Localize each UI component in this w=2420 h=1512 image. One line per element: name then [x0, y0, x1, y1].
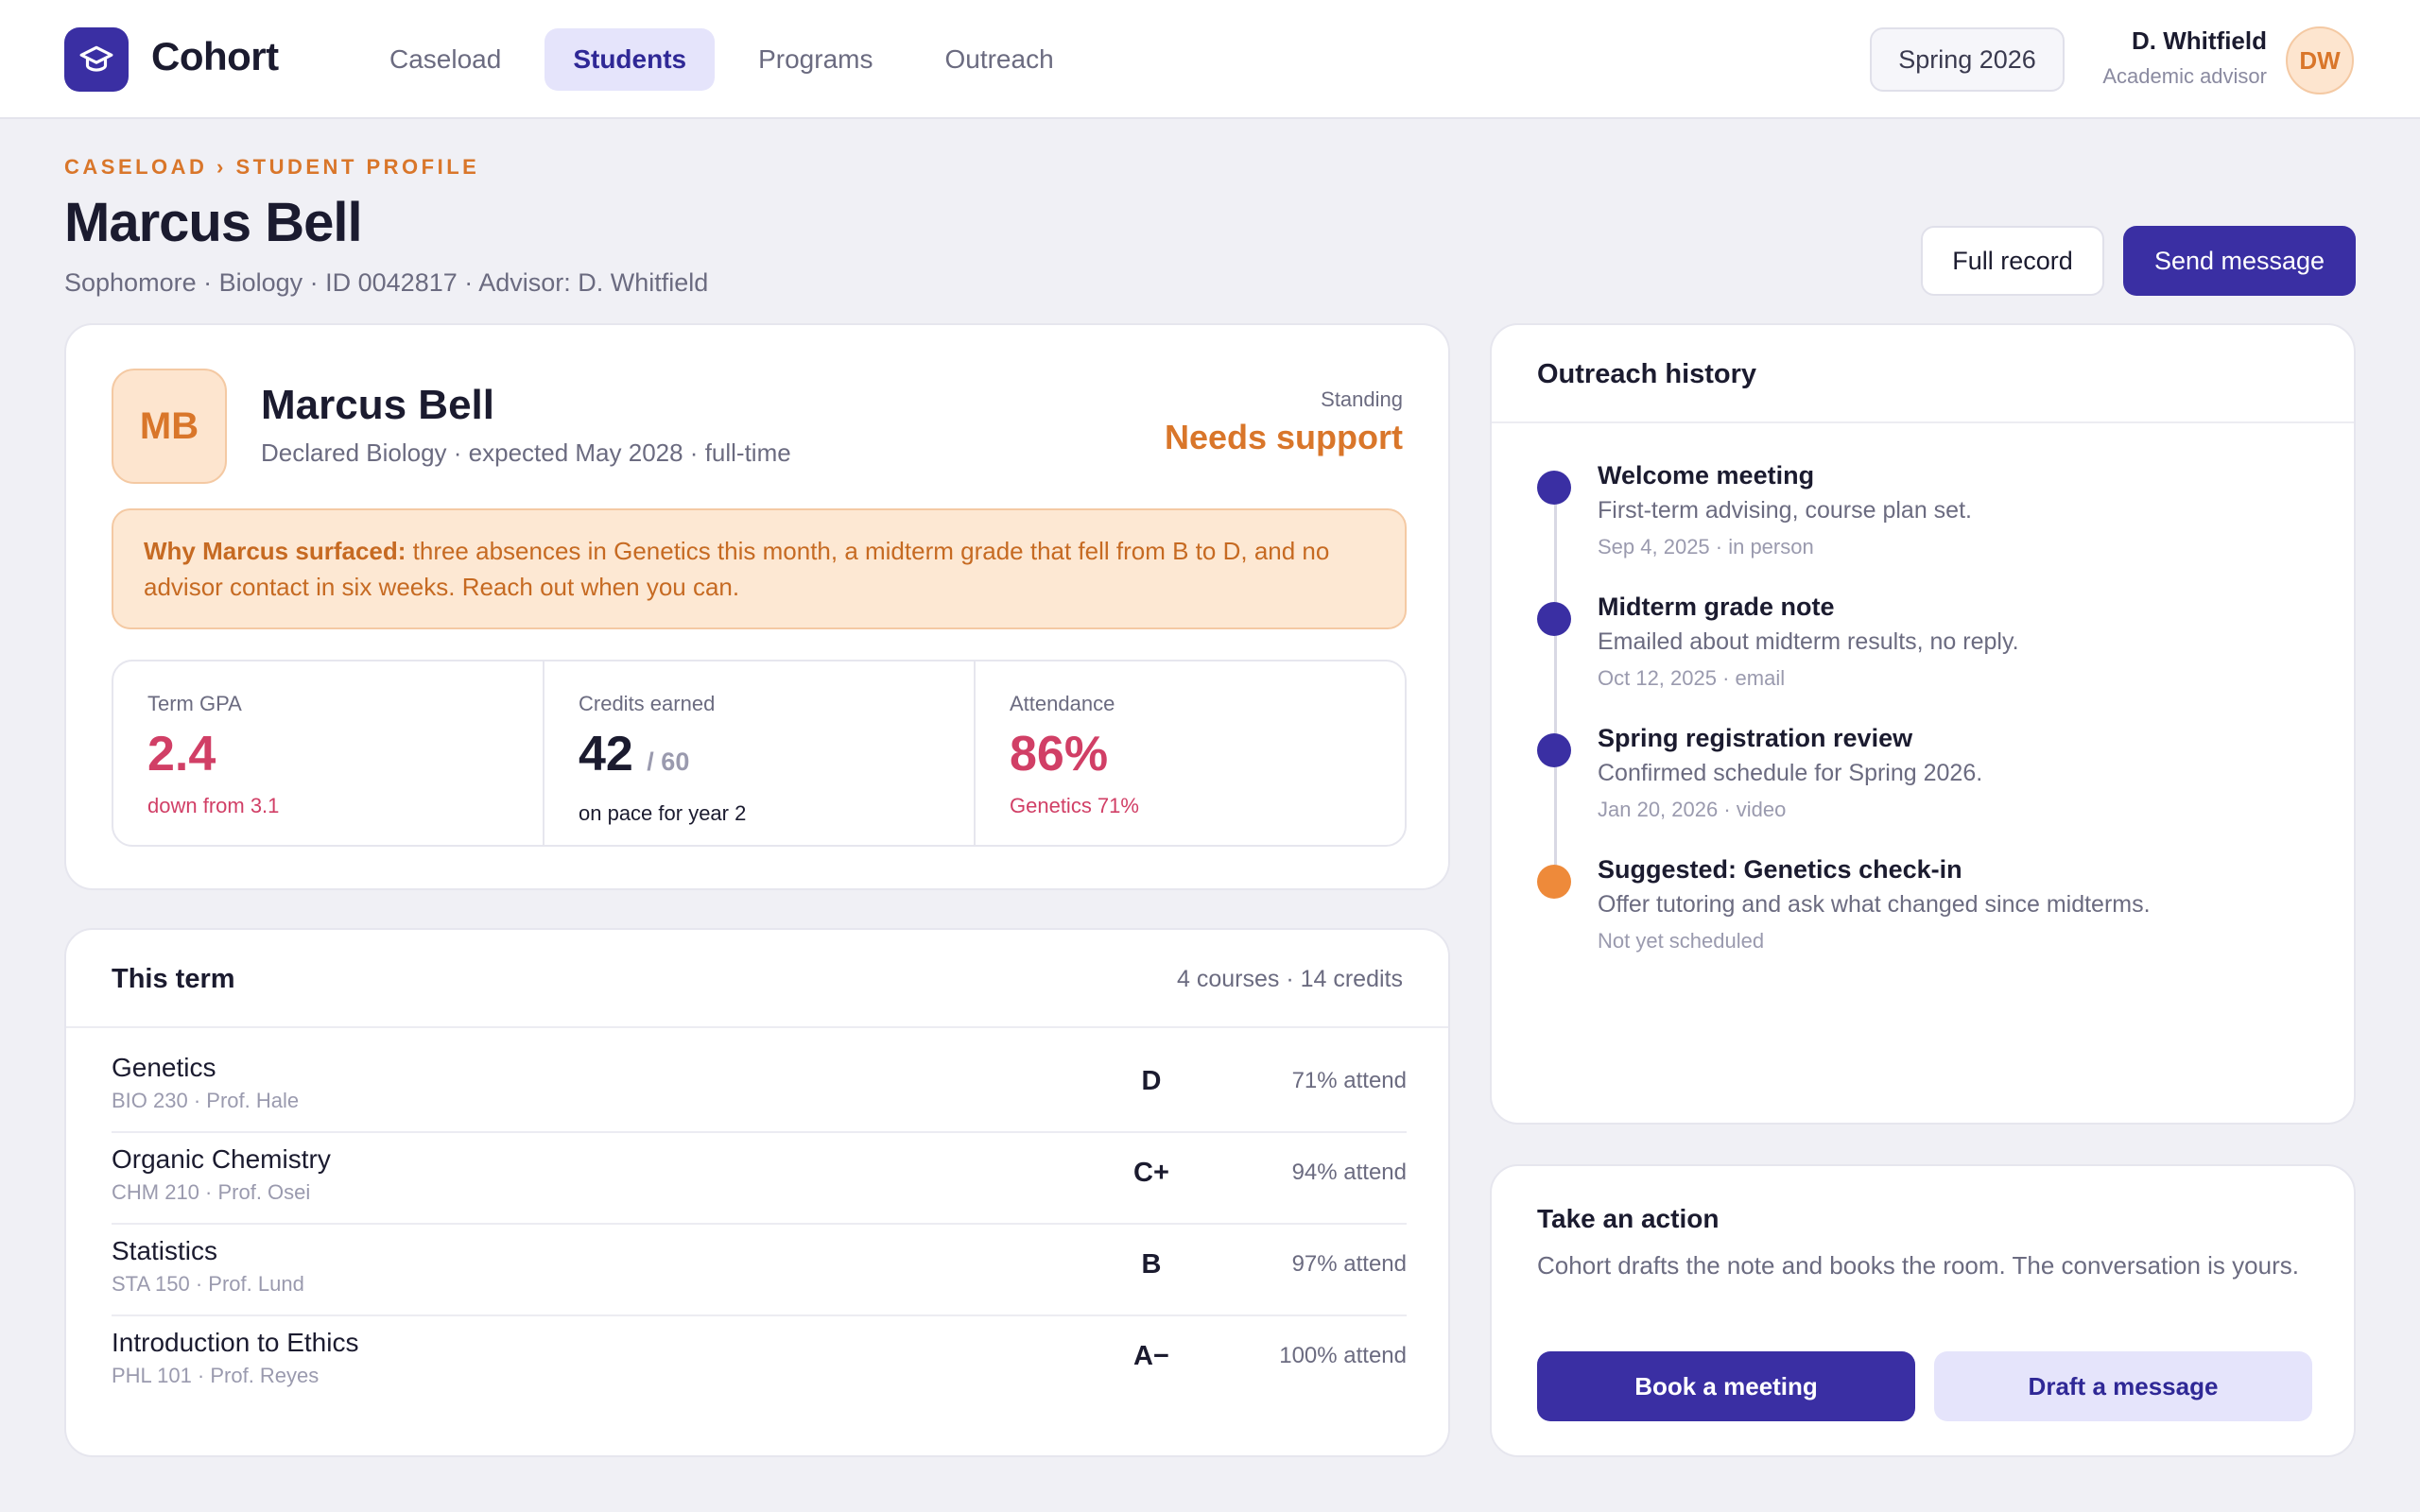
course-code: BIO 230 · Prof. Hale: [112, 1089, 300, 1112]
divider: [66, 1026, 1448, 1028]
course-row[interactable]: Statistics STA 150 · Prof. Lund B 97% at…: [112, 1223, 1407, 1314]
alert-lead: Why Marcus surfaced:: [144, 537, 406, 565]
surfaced-alert: Why Marcus surfaced: three absences in G…: [112, 508, 1407, 629]
page-subtitle: Sophomore · Biology · ID 0042817 · Advis…: [64, 268, 709, 297]
user-avatar[interactable]: DW: [2286, 26, 2354, 94]
timeline-title: Welcome meeting: [1598, 461, 1815, 490]
stat-label: Attendance: [1010, 692, 1115, 715]
credits-total: / 60: [647, 747, 690, 776]
timeline-item-suggested[interactable]: Suggested: Genetics check-in Offer tutor…: [1537, 855, 2312, 978]
timeline-title: Suggested: Genetics check-in: [1598, 855, 1962, 884]
nav-tab-outreach[interactable]: Outreach: [944, 44, 1054, 74]
timeline-description: Emailed about midterm results, no reply.: [1598, 628, 2019, 655]
standing-status: Needs support: [1164, 418, 1403, 456]
user-role: Academic advisor: [2102, 64, 2267, 88]
timeline-item[interactable]: Spring registration review Confirmed sch…: [1537, 724, 2312, 847]
divider: [112, 1314, 1407, 1316]
course-grade: A−: [1133, 1341, 1169, 1371]
top-nav-bar: Cohort Caseload Students Programs Outrea…: [0, 0, 2420, 119]
timeline-description: Offer tutoring and ask what changed sinc…: [1598, 891, 2151, 918]
user-name: D. Whitfield: [2132, 26, 2267, 55]
stat-label: Credits earned: [579, 692, 716, 715]
action-card-description: Cohort drafts the note and books the roo…: [1537, 1251, 2299, 1280]
stat-gpa: Term GPA 2.4 down from 3.1: [113, 662, 543, 845]
timeline-dot: [1537, 733, 1571, 767]
this-term-card: This term 4 courses · 14 credits Genetic…: [64, 928, 1450, 1457]
course-name: Statistics: [112, 1236, 218, 1265]
term-card-title: This term: [112, 964, 235, 994]
take-action-card: Take an action Cohort drafts the note an…: [1490, 1164, 2356, 1457]
timeline-line: [1554, 484, 1557, 881]
timeline-meta: Sep 4, 2025 · in person: [1598, 535, 1814, 558]
divider: [1492, 421, 2354, 423]
breadcrumb[interactable]: CASELOAD › STUDENT PROFILE: [64, 155, 480, 179]
course-grade: C+: [1133, 1158, 1169, 1188]
stat-note: Genetics 71%: [1010, 794, 1139, 817]
graduation-cap-icon: [79, 45, 113, 72]
course-code: STA 150 · Prof. Lund: [112, 1272, 304, 1296]
student-avatar: MB: [112, 369, 227, 484]
course-attendance: 97% attend: [1291, 1251, 1407, 1277]
timeline-meta: Jan 20, 2026 · video: [1598, 798, 1787, 821]
course-attendance: 94% attend: [1291, 1160, 1407, 1185]
nav-tab-students[interactable]: Students: [544, 28, 716, 91]
timeline-description: Confirmed schedule for Spring 2026.: [1598, 760, 1983, 786]
course-row[interactable]: Genetics BIO 230 · Prof. Hale D 71% atte…: [112, 1040, 1407, 1131]
stat-value: 42 / 60: [579, 726, 940, 790]
main-nav: Caseload Students Programs Outreach: [361, 28, 1082, 91]
timeline-title: Spring registration review: [1598, 724, 1913, 752]
app-logo[interactable]: [64, 27, 129, 92]
timeline-dot: [1537, 602, 1571, 636]
divider: [112, 1131, 1407, 1133]
nav-tab-caseload[interactable]: Caseload: [389, 44, 502, 74]
course-grade: B: [1141, 1249, 1162, 1280]
page-title: Marcus Bell: [64, 192, 363, 253]
course-name: Introduction to Ethics: [112, 1328, 359, 1357]
timeline-meta: Not yet scheduled: [1598, 929, 1765, 953]
timeline-dot: [1537, 865, 1571, 899]
course-row[interactable]: Introduction to Ethics PHL 101 · Prof. R…: [112, 1314, 1407, 1406]
course-row[interactable]: Organic Chemistry CHM 210 · Prof. Osei C…: [112, 1131, 1407, 1223]
stat-note: on pace for year 2: [579, 801, 747, 825]
outreach-card-title: Outreach history: [1537, 359, 1757, 389]
credits-earned-value: 42: [579, 727, 633, 782]
book-meeting-button[interactable]: Book a meeting: [1537, 1351, 1915, 1421]
stat-attendance: Attendance 86% Genetics 71%: [974, 662, 1405, 845]
stats-panel: Term GPA 2.4 down from 3.1 Credits earne…: [112, 660, 1407, 847]
timeline-item[interactable]: Welcome meeting First-term advising, cou…: [1537, 461, 2312, 584]
divider: [112, 1223, 1407, 1225]
course-code: CHM 210 · Prof. Osei: [112, 1180, 311, 1204]
course-attendance: 100% attend: [1279, 1343, 1407, 1368]
action-card-title: Take an action: [1537, 1204, 1720, 1233]
timeline-title: Midterm grade note: [1598, 593, 1835, 621]
stat-credits: Credits earned 42 / 60 on pace for year …: [543, 662, 974, 845]
stat-label: Term GPA: [147, 692, 242, 715]
stat-value: 86%: [1010, 727, 1109, 782]
timeline-description: First-term advising, course plan set.: [1598, 497, 1972, 524]
term-selector[interactable]: Spring 2026: [1870, 27, 2065, 92]
course-code: PHL 101 · Prof. Reyes: [112, 1364, 320, 1387]
student-name: Marcus Bell: [261, 382, 494, 428]
term-card-meta: 4 courses · 14 credits: [1177, 966, 1403, 992]
send-message-button[interactable]: Send message: [2123, 226, 2356, 296]
timeline-dot: [1537, 471, 1571, 505]
student-profile-card: MB Marcus Bell Declared Biology · expect…: [64, 323, 1450, 890]
student-detail: Declared Biology · expected May 2028 · f…: [261, 438, 791, 467]
stat-value: 2.4: [147, 727, 216, 782]
draft-message-button[interactable]: Draft a message: [1934, 1351, 2312, 1421]
standing-label: Standing: [1321, 387, 1403, 411]
nav-tab-programs[interactable]: Programs: [758, 44, 873, 74]
stat-note: down from 3.1: [147, 794, 280, 817]
full-record-button[interactable]: Full record: [1921, 226, 2104, 296]
timeline-item[interactable]: Midterm grade note Emailed about midterm…: [1537, 593, 2312, 715]
alert-text: three absences in Genetics this month, a…: [144, 537, 1330, 601]
outreach-history-card: Outreach history Welcome meeting First-t…: [1490, 323, 2356, 1125]
course-attendance: 71% attend: [1291, 1068, 1407, 1093]
course-name: Genetics: [112, 1053, 216, 1082]
course-grade: D: [1141, 1066, 1162, 1096]
timeline-meta: Oct 12, 2025 · email: [1598, 666, 1786, 690]
app-brand: Cohort: [151, 34, 279, 78]
course-name: Organic Chemistry: [112, 1144, 331, 1174]
